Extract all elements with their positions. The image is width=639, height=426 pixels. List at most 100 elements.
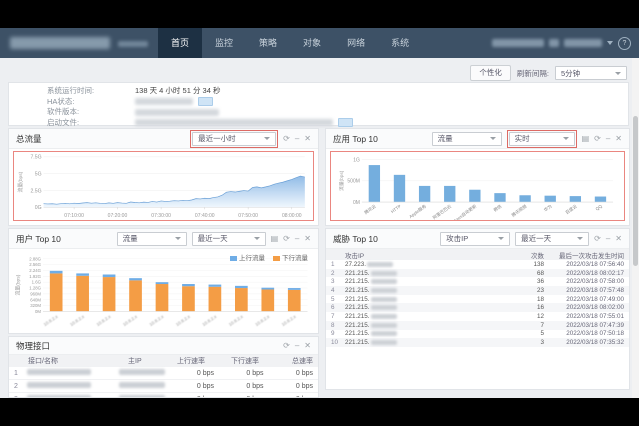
threat-rank: 7 (331, 312, 335, 320)
account-menu-caret-icon[interactable] (607, 41, 613, 45)
divider-redacted (549, 39, 559, 47)
up-rate: 0 bps (196, 369, 214, 377)
close-icon[interactable]: ✕ (304, 233, 311, 243)
count-header: 次数 (531, 252, 544, 260)
close-icon[interactable]: ✕ (615, 133, 622, 143)
minimize-icon[interactable]: – (294, 233, 300, 243)
redacted-ip-tail (370, 322, 397, 328)
attack-count: 7 (540, 321, 544, 329)
minimize-icon[interactable]: – (294, 340, 300, 350)
total-traffic-range-select[interactable]: 最近一小时 (192, 131, 277, 146)
personalize-button[interactable]: 个性化 (470, 65, 511, 81)
attack-ip: 221.215. (345, 270, 506, 277)
redacted-value (135, 98, 193, 106)
total-traffic-area-chart: 0G 2.5G 5G 7.5G 07:10:00 07:20:00 07:30:00 07:4… (17, 155, 305, 219)
range-value: 最近一天 (197, 234, 228, 243)
redacted-value (135, 108, 219, 116)
last-attack-time: 2022/03/18 07:47:39 (566, 321, 624, 329)
metric-value: 流量 (122, 234, 138, 243)
minimize-icon[interactable]: – (294, 133, 300, 143)
threat-rank: 10 (331, 339, 339, 347)
if-rank: 1 (14, 369, 18, 377)
attack-count: 5 (540, 330, 544, 338)
nav-item-policy[interactable]: 策略 (259, 38, 278, 48)
navbar-right: ? (492, 28, 631, 58)
refresh-icon[interactable]: ⟳ (594, 233, 601, 243)
svg-text:2.24G: 2.24G (29, 268, 41, 273)
threat-range-select[interactable]: 最近一天 (515, 231, 590, 246)
attack-ip: 221.215. (345, 339, 506, 346)
if-ip (118, 369, 165, 377)
refresh-icon[interactable]: ⟳ (283, 340, 290, 350)
svg-text:10.8.2.x: 10.8.2.x (254, 314, 271, 327)
system-info-row: 系统运行时间: 138 天 4 小时 51 分 34 秒 (47, 86, 628, 97)
panel-threat-top10-header: 威胁 Top 10 攻击IP 最近一天 ⟳ – ✕ (326, 229, 629, 249)
help-icon[interactable]: ? (618, 36, 631, 50)
svg-text:5G: 5G (35, 171, 42, 177)
close-icon[interactable]: ✕ (304, 340, 311, 350)
list-view-icon[interactable]: ▤ (581, 133, 590, 143)
refresh-icon[interactable]: ⟳ (283, 233, 290, 243)
system-info-row: HA状态: (47, 97, 628, 108)
threat-metric-select[interactable]: 攻击IP (440, 231, 511, 246)
minimize-icon[interactable]: – (605, 233, 611, 243)
nav-item-monitor[interactable]: 监控 (215, 38, 234, 48)
refresh-interval-value: 5分钟 (561, 68, 581, 78)
refresh-interval-select[interactable]: 5分钟 (555, 66, 627, 80)
nav-item-home[interactable]: 首页 (158, 28, 203, 58)
svg-text:0G: 0G (35, 205, 42, 211)
refresh-icon[interactable]: ⟳ (283, 133, 290, 143)
status-badge (338, 118, 353, 128)
svg-text:640M: 640M (30, 297, 41, 302)
status-badge (198, 97, 213, 107)
total-rate: 0 bps (295, 382, 313, 390)
close-icon[interactable]: ✕ (615, 233, 622, 243)
range-value: 最近一小时 (198, 134, 236, 143)
svg-text:10.8.2.x: 10.8.2.x (122, 314, 139, 327)
total-traffic-chart-box: 0G 2.5G 5G 7.5G 07:10:00 07:20:00 07:30:00 07:4… (13, 151, 314, 221)
redacted-name (26, 369, 91, 375)
app-range-select[interactable]: 实时 (508, 131, 575, 146)
threat-table-header: 攻击IP 次数 最后一次攻击发生时间 (326, 249, 629, 260)
nav-item-object[interactable]: 对象 (303, 38, 322, 48)
last-attack-time: 2022/03/18 08:02:17 (566, 269, 624, 277)
minimize-icon[interactable]: – (605, 133, 611, 143)
svg-text:1G: 1G (353, 157, 360, 163)
attack-count: 68 (536, 269, 544, 277)
threat-rank: 3 (331, 278, 335, 286)
svg-text:华为: 华为 (542, 203, 553, 214)
scrollbar-thumb[interactable] (633, 116, 638, 266)
threat-rank: 8 (331, 321, 335, 329)
svg-text:1.6G: 1.6G (32, 280, 42, 285)
nav-item-network[interactable]: 网络 (347, 38, 366, 48)
user-range-select[interactable]: 最近一天 (191, 231, 266, 246)
metric-value: 攻击IP (446, 234, 469, 243)
svg-text:07:20:00: 07:20:00 (108, 213, 128, 219)
if-name (26, 382, 119, 390)
range-value: 最近一天 (521, 234, 552, 243)
redacted-ip (118, 395, 165, 397)
account-name-redacted[interactable] (564, 39, 602, 47)
threat-row: 1 27.223. 138 2022/03/18 07:56:40 (326, 260, 629, 269)
range-value: 实时 (514, 134, 530, 143)
redacted-name (26, 395, 91, 397)
metric-value: 流量 (437, 134, 453, 143)
refresh-icon[interactable]: ⟳ (594, 133, 601, 143)
panel-total-traffic-header: 总流量 最近一小时 ⟳ – ✕ (9, 129, 318, 149)
user-metric-select[interactable]: 流量 (116, 231, 187, 246)
down-rate: 0 bps (246, 369, 264, 377)
close-icon[interactable]: ✕ (304, 133, 311, 143)
dashboard-toolbar: 个性化 刷新间隔: 5分钟 (470, 65, 627, 81)
info-label: 软件版本: (47, 107, 80, 116)
nav-item-system[interactable]: 系统 (391, 38, 410, 48)
threat-row: 8 221.215. 7 2022/03/18 07:47:39 (326, 320, 629, 330)
threat-row: 5 221.215. 18 2022/03/18 07:49:00 (326, 295, 629, 304)
page-scrollbar[interactable] (632, 58, 639, 398)
redacted-ip-tail (370, 296, 397, 302)
list-view-icon[interactable]: ▤ (270, 233, 279, 243)
svg-text:流量(bps): 流量(bps) (15, 274, 22, 295)
app-metric-select[interactable]: 流量 (431, 131, 502, 146)
